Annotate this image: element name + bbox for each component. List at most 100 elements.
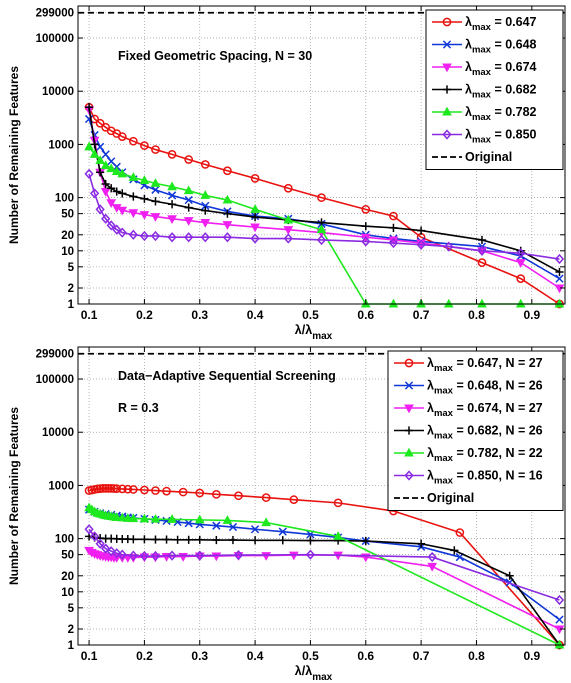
data-point [90,140,99,149]
x-tick-label: 0.1 [81,308,98,322]
data-point [278,527,287,536]
legend-label-sub: max [434,363,454,374]
data-point [128,485,138,494]
data-point [111,166,122,175]
data-point [427,562,438,572]
data-point [333,531,343,540]
legend-label-sub: max [434,453,454,464]
data-point [128,550,138,561]
y-tick-label: 10000 [42,86,74,98]
legend-label-value: = 0.850 [491,128,537,142]
y-tick-label: 50 [61,209,74,221]
data-point [228,535,238,545]
data-point [162,535,171,544]
legend-label-sub: max [472,90,492,101]
data-point [195,488,205,498]
legend-swatch-marker [442,129,452,140]
x-axis-label-sub: max [312,331,332,342]
series-line [88,528,560,601]
data-point [112,187,121,196]
data-point [84,524,94,535]
data-point [162,486,171,496]
data-point [95,204,105,215]
data-point [101,543,111,554]
y-tick-label: 5 [68,603,75,615]
legend-label-value: = 0.648 [491,38,537,52]
data-point [389,223,398,232]
data-point [201,201,210,210]
legend-label-sub: max [472,135,492,146]
legend-label: λmax = 0.648, N = 26 [427,379,543,397]
legend-label-sub: max [472,67,492,78]
legend-swatch-marker [442,106,452,116]
data-point [167,215,177,225]
data-point [444,241,454,252]
data-point [117,206,128,216]
data-point [250,204,260,213]
data-point [212,535,221,545]
data-point [417,539,426,548]
y-axis-label: Number of Remaining Features [7,407,21,585]
data-point [167,181,177,191]
data-point [555,274,564,283]
data-point [515,259,526,268]
data-point [184,232,194,243]
annotation-text: Data−Adaptive Sequential Screening [118,369,336,383]
y-tick-label: 50 [61,550,74,562]
data-point [117,227,127,238]
data-point [554,298,565,308]
data-point [95,118,105,128]
data-point [361,536,370,546]
legend-label: λmax = 0.674, N = 27 [427,401,543,419]
data-point [117,484,127,494]
data-point [139,550,150,562]
legend-swatch-marker [442,85,452,94]
x-tick-label: 0.4 [247,649,264,663]
data-point [106,546,116,557]
y-tick-label: 299000 [36,8,74,20]
data-point [417,226,426,235]
y-tick-label: 1 [68,640,75,652]
data-point [89,149,100,158]
legend-label-sub: max [472,22,492,33]
data-point [150,213,161,222]
data-point [140,194,149,203]
legend-swatch-marker [404,404,414,414]
y-tick-label: 1 [68,299,75,311]
x-axis-label: λ/λmax [295,323,333,342]
legend-label: λmax = 0.674 [465,60,537,78]
data-point [167,550,177,561]
x-tick-label: 0.3 [191,308,208,322]
data-point [150,178,161,187]
data-point [151,535,160,544]
data-point [117,168,128,178]
series-line [88,106,560,305]
y-tick-label: 5 [68,262,75,274]
x-tick-label: 0.5 [302,649,319,663]
data-point [333,498,343,508]
chart-panel-1: 0.1 0.2 0.3 0.4 0.5 0.6 0.7 0.8 0.9 1 2 5 10 20 50 100 1… [7,5,566,342]
legend-label-sub: max [434,476,454,487]
legend-label-value: = 0.647, N = 27 [453,356,543,370]
data-point [140,535,149,544]
data-point [388,298,399,308]
series-1 [84,484,564,650]
legend-label-sub: max [472,45,492,56]
legend-swatch-marker [442,40,452,49]
y-tick-label: 2 [68,283,74,295]
legend-swatch-marker [404,381,414,390]
legend-label-symbol: λ [465,105,472,119]
legend-label: λmax = 0.682, N = 26 [427,424,543,442]
data-point [151,145,160,154]
legend-label-value: = 0.782, N = 22 [453,446,543,460]
data-point [222,221,233,230]
data-point [316,234,327,246]
data-point [117,549,127,560]
legend-label-symbol: λ [427,469,434,483]
data-point [104,484,113,493]
data-point [184,155,194,164]
data-point [96,168,105,177]
legend-label: λmax = 0.648 [465,38,537,56]
